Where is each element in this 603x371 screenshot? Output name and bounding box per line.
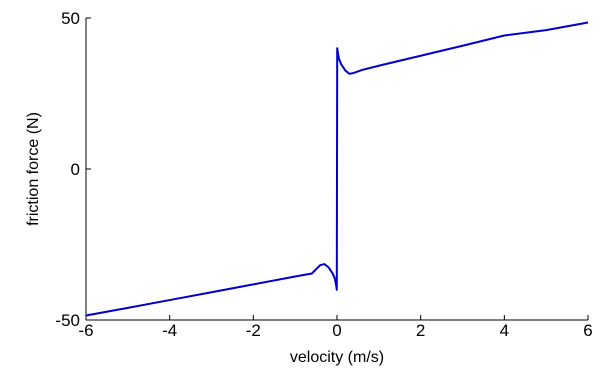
y-axis-label: friction force (N): [25, 112, 42, 226]
x-tick-label: -2: [246, 321, 261, 340]
x-tick-label: 2: [416, 321, 425, 340]
x-ticks: -6 -4 -2 0 2 4 6: [78, 315, 593, 340]
x-tick-label: -4: [162, 321, 177, 340]
series-layer: [85, 21, 589, 317]
x-tick-label: 0: [332, 321, 341, 340]
x-axis-label: velocity (m/s): [290, 349, 384, 366]
friction-force-line: [85, 21, 589, 317]
x-tick-label: 4: [500, 321, 509, 340]
y-tick-label: 0: [71, 160, 80, 179]
y-tick-label: -50: [55, 311, 80, 330]
x-tick-label: -6: [78, 321, 93, 340]
y-tick-label: 50: [61, 9, 80, 28]
x-tick-label: 6: [583, 321, 592, 340]
y-ticks: -50 0 50: [55, 9, 91, 330]
